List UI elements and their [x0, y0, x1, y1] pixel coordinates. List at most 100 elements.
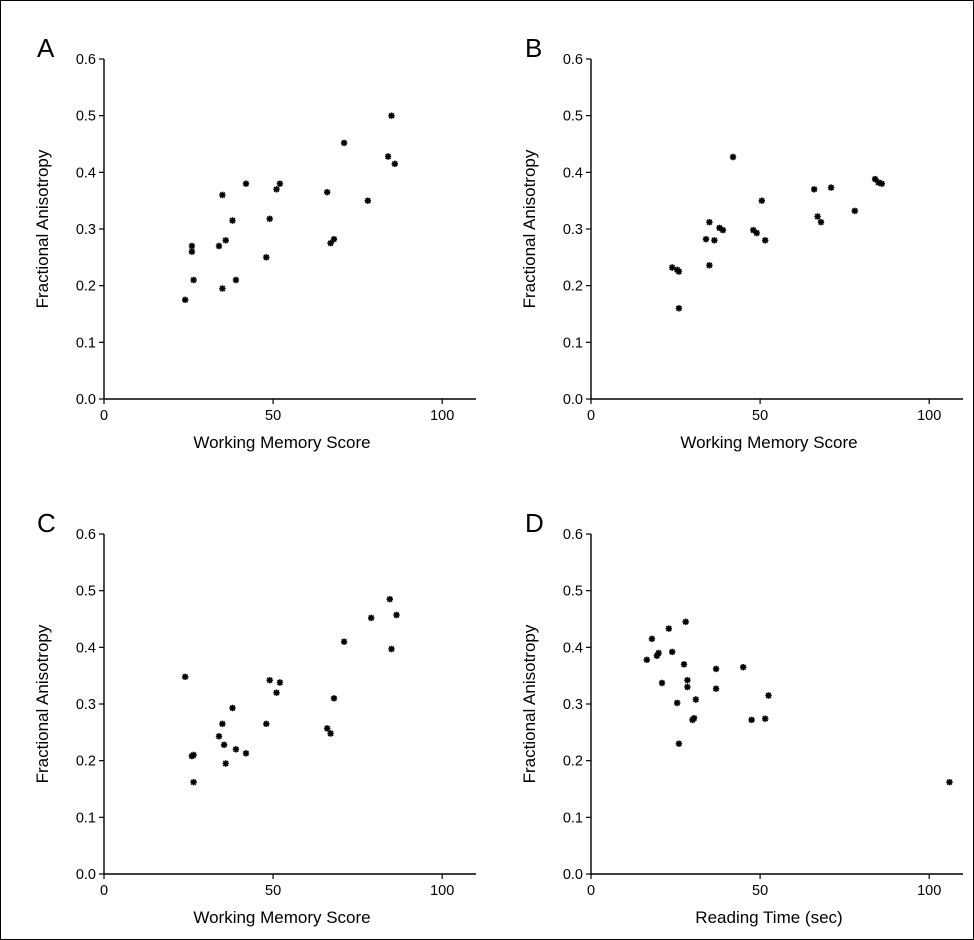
data-point: [648, 635, 656, 642]
x-axis-label: Working Memory Score: [680, 433, 857, 452]
data-point-core: [325, 726, 329, 731]
data-point-core: [244, 181, 248, 186]
data-point-core: [274, 690, 279, 695]
data-point: [181, 296, 189, 303]
x-tick-label: 100: [430, 408, 454, 424]
data-point: [871, 175, 879, 183]
data-point-core: [278, 680, 282, 685]
data-point: [811, 186, 818, 193]
data-point-core: [190, 249, 194, 254]
data-point: [675, 305, 683, 312]
data-point-core: [267, 678, 272, 682]
data-point: [190, 276, 197, 284]
data-point: [729, 153, 737, 161]
data-point-core: [656, 651, 661, 655]
data-point-core: [342, 141, 346, 145]
data-point: [702, 235, 710, 243]
y-axis-label: Fractional Anisotropy: [33, 149, 52, 308]
data-point-core: [234, 747, 238, 752]
data-point: [643, 656, 650, 663]
data-point: [684, 683, 691, 691]
data-point-core: [234, 278, 238, 282]
panel-letter: A: [37, 33, 55, 63]
y-tick-label: 0.5: [76, 109, 96, 125]
data-point: [758, 197, 765, 204]
data-point-core: [366, 198, 370, 203]
y-tick-label: 0.5: [563, 109, 583, 125]
y-tick-label: 0.1: [563, 335, 583, 351]
data-point: [748, 716, 755, 724]
data-point: [753, 229, 760, 237]
data-point-core: [880, 181, 884, 186]
x-axis-label: Reading Time (sec): [695, 908, 842, 927]
data-point: [658, 679, 666, 687]
data-point-core: [819, 220, 823, 224]
data-point-core: [388, 597, 392, 601]
data-point-core: [714, 686, 718, 691]
data-point-core: [741, 665, 745, 669]
data-point: [190, 751, 197, 759]
data-point: [330, 695, 338, 702]
data-point-core: [815, 214, 820, 219]
data-point: [391, 160, 398, 168]
data-point: [273, 186, 280, 193]
data-point: [675, 268, 683, 275]
data-point-core: [217, 244, 221, 248]
data-point-core: [278, 181, 282, 186]
data-point: [706, 262, 713, 269]
y-tick-label: 0.0: [76, 392, 96, 408]
data-point-core: [223, 238, 228, 243]
data-point-core: [183, 298, 187, 302]
data-point: [665, 625, 672, 632]
x-tick-label: 50: [752, 883, 768, 899]
data-point-core: [685, 685, 690, 689]
data-point: [814, 213, 821, 220]
data-point: [263, 254, 270, 261]
y-tick-label: 0.6: [563, 527, 583, 543]
data-point: [263, 720, 270, 727]
data-point: [327, 239, 334, 247]
y-tick-label: 0.6: [563, 52, 583, 68]
y-tick-label: 0.4: [563, 640, 583, 656]
x-tick-label: 0: [100, 883, 108, 899]
y-tick-label: 0.2: [563, 754, 583, 770]
y-tick-label: 0.2: [76, 754, 96, 770]
data-point: [242, 180, 250, 187]
data-point: [190, 779, 197, 786]
y-tick-label: 0.0: [563, 392, 583, 408]
data-point: [266, 215, 273, 223]
data-point: [220, 741, 228, 748]
data-point: [682, 618, 689, 625]
data-point: [386, 596, 393, 603]
y-tick-label: 0.1: [76, 335, 96, 351]
data-point: [762, 715, 769, 722]
data-point: [219, 720, 226, 727]
data-point: [340, 638, 348, 645]
data-point-core: [222, 743, 226, 747]
data-point: [364, 197, 371, 204]
data-point: [388, 112, 395, 119]
y-tick-label: 0.2: [563, 279, 583, 295]
data-point: [229, 704, 236, 712]
data-point-core: [763, 238, 767, 243]
data-point-core: [712, 238, 717, 243]
data-point: [878, 180, 885, 187]
x-tick-label: 100: [430, 883, 454, 899]
data-point: [188, 242, 196, 250]
data-point: [669, 648, 676, 656]
y-axis-label: Fractional Anisotropy: [520, 624, 539, 783]
data-point-core: [853, 209, 857, 213]
data-point: [188, 248, 196, 255]
data-point: [388, 645, 395, 653]
panel-letter: B: [525, 33, 542, 63]
data-point-core: [328, 241, 333, 245]
data-point: [384, 153, 392, 160]
data-point-core: [685, 678, 690, 682]
panel-d: D 0.0 0.1 0.2 0.3 0.4 0.5 0.6 0 50 100 Reading Time…: [520, 508, 963, 927]
data-point-core: [230, 706, 235, 710]
data-point: [276, 180, 284, 187]
data-point-core: [692, 716, 696, 720]
data-point-core: [660, 681, 664, 685]
data-point-core: [731, 155, 735, 159]
